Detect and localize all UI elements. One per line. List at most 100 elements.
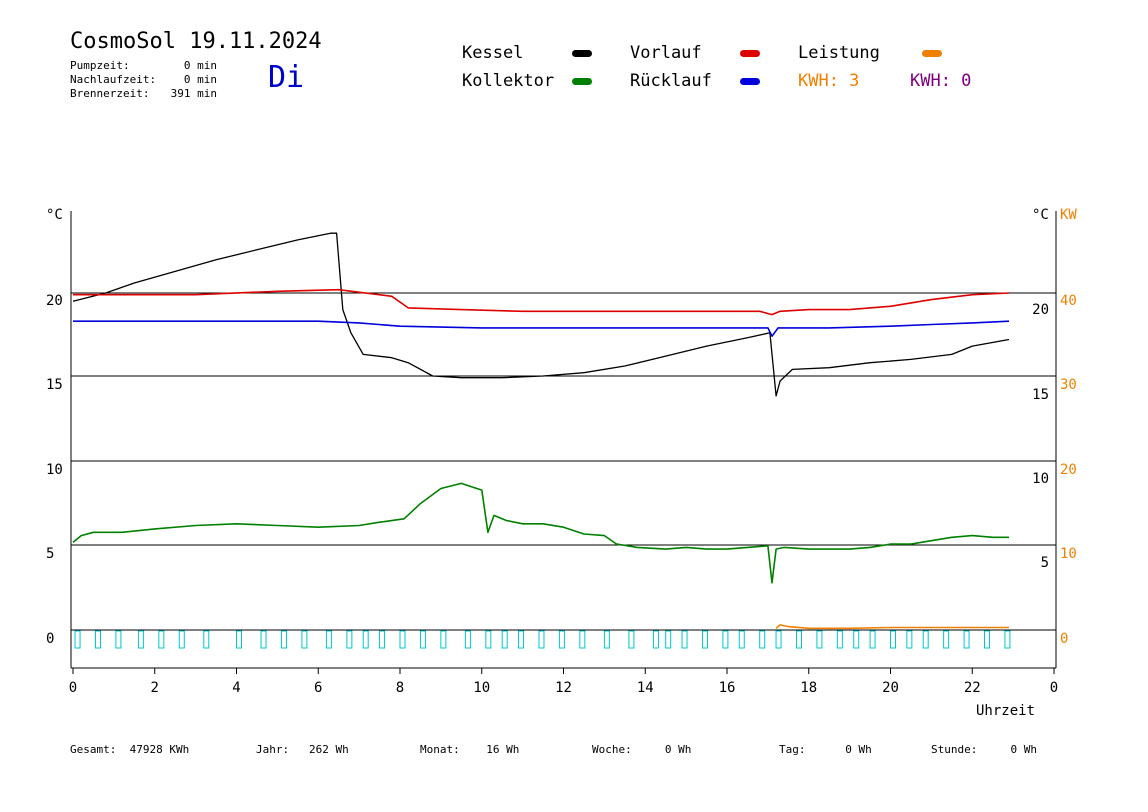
series-leistung <box>775 624 1009 630</box>
stat-label: Pumpzeit: <box>70 59 130 72</box>
footer-label: Stunde: <box>931 743 978 756</box>
series-kessel <box>72 232 1010 397</box>
pump-pulse <box>652 630 659 649</box>
pump-pulse <box>943 630 950 649</box>
pump-pulse <box>984 630 991 649</box>
pump-pulse <box>137 630 144 649</box>
left-tick-label: 0 <box>46 631 54 647</box>
footer-value: 0 Wh <box>1010 743 1037 756</box>
pump-pulse <box>346 630 353 649</box>
x-tick-label: 0 <box>1050 680 1058 696</box>
right-unit-label: °C <box>1032 207 1049 223</box>
weekday-label: Di <box>268 60 305 95</box>
pump-pulse <box>1004 630 1011 649</box>
legend-kwh-orange: KWH: 3 <box>798 71 860 91</box>
pump-pulse <box>558 630 565 649</box>
left-tick-label: 15 <box>46 377 63 393</box>
pump-pulse <box>115 630 122 649</box>
footer-gesamt: Gesamt: 47928 KWh <box>70 743 189 756</box>
pump-pulse <box>963 630 970 649</box>
legend-kessel-swatch <box>572 50 592 57</box>
pump-pulse <box>203 630 210 649</box>
kw-tick-label: 30 <box>1060 377 1077 393</box>
footer-monat: Monat: 16 Wh <box>420 743 519 756</box>
x-tick-label: 4 <box>232 680 240 696</box>
pump-pulse <box>518 630 525 649</box>
footer-tag: Tag: 0 Wh <box>779 743 872 756</box>
pump-pulse <box>890 630 896 649</box>
pump-pulse <box>603 630 610 649</box>
right-tick-label: 10 <box>1032 471 1049 487</box>
x-tick-label: 16 <box>719 680 736 696</box>
pump-pulse <box>906 630 913 649</box>
pump-pulse <box>701 630 708 649</box>
pump-pulse <box>816 630 823 649</box>
pump-pulse <box>280 630 287 649</box>
page-title: CosmoSol 19.11.2024 <box>70 29 322 54</box>
pump-pulse <box>722 630 729 649</box>
pump-pulse <box>260 630 267 649</box>
x-axis-label: Uhrzeit <box>976 703 1035 719</box>
x-tick-label: 14 <box>637 680 654 696</box>
pump-pulse <box>836 630 843 649</box>
kw-tick-label: 40 <box>1060 293 1077 309</box>
x-tick-label: 20 <box>882 680 899 696</box>
stat-label: Nachlaufzeit: <box>70 73 157 86</box>
legend-vorlauf: Vorlauf <box>630 43 702 63</box>
footer-value: 16 Wh <box>486 743 520 756</box>
pump-pulse <box>399 630 406 649</box>
pump-pulse <box>440 630 447 649</box>
kw-tick-label: 0 <box>1060 631 1068 647</box>
left-unit-label: °C <box>46 207 63 223</box>
pump-pulse <box>158 630 165 649</box>
pump-pulse <box>464 630 471 649</box>
left-tick-label: 20 <box>46 293 63 309</box>
right-tick-label: 5 <box>1041 555 1049 571</box>
legend-ruecklauf-swatch <box>740 78 760 85</box>
pump-pulse <box>853 630 860 649</box>
footer-value: 0 Wh <box>845 743 872 756</box>
footer-label: Woche: <box>592 743 632 756</box>
legend-ruecklauf: Rücklauf <box>630 71 712 91</box>
stat-label: Brennerzeit: <box>70 87 150 100</box>
right-tick-label: 20 <box>1032 302 1049 318</box>
footer-jahr: Jahr: 262 Wh <box>256 743 349 756</box>
series-vorlauf <box>73 288 1010 316</box>
x-tick-label: 10 <box>473 680 490 696</box>
pump-pulse <box>795 630 802 649</box>
pump-pulse <box>681 630 688 649</box>
series-ruecklauf <box>73 320 1010 337</box>
x-tick-label: 22 <box>964 680 981 696</box>
footer-value: 262 Wh <box>309 743 349 756</box>
pump-pulse <box>538 630 545 649</box>
kw-unit-label: KW <box>1060 207 1077 223</box>
pump-pulse <box>325 630 332 649</box>
x-tick-label: 8 <box>396 680 404 696</box>
legend-kessel: Kessel <box>462 43 524 63</box>
legend-leistung-swatch <box>922 50 942 57</box>
pump-pulse <box>738 630 745 649</box>
x-tick-label: 0 <box>69 680 77 696</box>
stat-value: 0 min <box>183 59 217 72</box>
legend-kwh-purple: KWH: 0 <box>910 71 972 91</box>
footer-label: Tag: <box>779 743 806 756</box>
stat-pumpzeit: Pumpzeit: <box>70 59 130 72</box>
pump-pulse <box>94 630 101 649</box>
pump-pulse <box>869 630 876 649</box>
x-tick-label: 18 <box>800 680 817 696</box>
pump-pulse <box>922 630 929 649</box>
pump-pulse <box>775 630 782 649</box>
stat-brennerzeit: Brennerzeit: <box>70 87 149 100</box>
legend-kollektor: Kollektor <box>462 71 555 91</box>
pump-pulse <box>301 630 308 649</box>
pump-pulse <box>74 630 81 649</box>
footer-label: Jahr: <box>256 743 290 756</box>
pump-pulse <box>759 630 766 649</box>
pump-pulse <box>485 630 492 649</box>
pump-pulse <box>501 630 508 649</box>
legend-kollektor-swatch <box>572 78 592 85</box>
stat-value: 391 min <box>170 87 217 100</box>
legend-vorlauf-swatch <box>740 50 760 57</box>
x-tick-label: 6 <box>314 680 322 696</box>
